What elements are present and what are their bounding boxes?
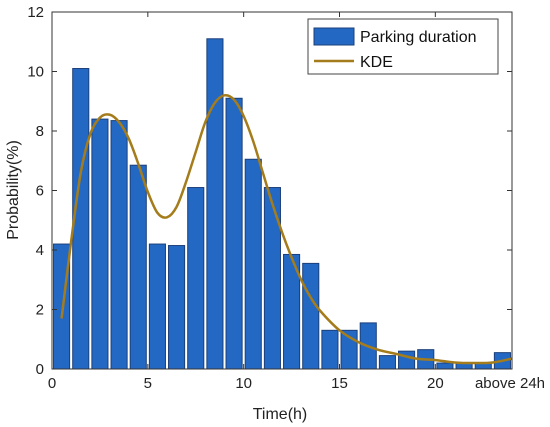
y-tick-label: 2: [36, 302, 44, 319]
bar: [302, 262, 320, 370]
kde-line: [60, 93, 513, 365]
kde-series: [60, 93, 513, 365]
x-tick-label: 5: [144, 375, 152, 392]
bar: [187, 187, 205, 370]
bar: [321, 329, 339, 370]
legend-label-kde: KDE: [360, 54, 393, 71]
bar: [378, 355, 396, 370]
y-axis-label: Probability(%): [5, 140, 22, 240]
y-tick-label: 6: [36, 183, 44, 200]
y-tick-label: 8: [36, 123, 44, 140]
bar: [206, 38, 224, 370]
x-tick-label-above-24h: above 24h: [475, 375, 545, 392]
bar: [436, 362, 454, 370]
bar: [91, 118, 109, 370]
y-tick-label: 4: [36, 242, 44, 259]
legend-swatch-bar: [313, 27, 355, 46]
x-tick-label: 10: [235, 375, 252, 392]
y-tick-label: 12: [27, 4, 44, 21]
tick-labels: 0 5 10 15 20 above 24h 0 2 4 6 8 10 12: [27, 4, 545, 392]
bar: [244, 158, 262, 370]
legend-box: [307, 18, 499, 75]
bar-series: [53, 38, 511, 370]
bar: [263, 187, 281, 370]
y-tick-label: 10: [27, 64, 44, 81]
axes: [51, 11, 513, 370]
bar: [148, 243, 166, 370]
bar: [225, 97, 243, 370]
x-tick-label: 20: [427, 375, 444, 392]
x-axis-label: Time(h): [253, 406, 308, 423]
x-tick-label: 0: [48, 375, 56, 392]
bar: [129, 164, 147, 370]
legend: Parking duration KDE: [307, 18, 499, 75]
y-tick-label: 0: [36, 361, 44, 378]
legend-label-parking-duration: Parking duration: [360, 29, 477, 46]
bar: [110, 120, 128, 370]
bar: [168, 245, 186, 370]
x-tick-label: 15: [331, 375, 348, 392]
